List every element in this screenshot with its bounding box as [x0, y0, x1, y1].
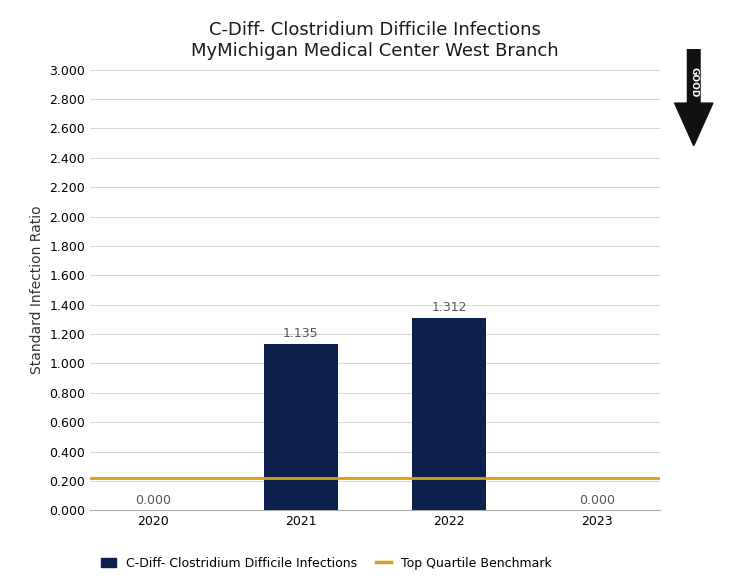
- Title: C-Diff- Clostridium Difficile Infections
MyMichigan Medical Center West Branch: C-Diff- Clostridium Difficile Infections…: [191, 21, 559, 60]
- Text: 0.000: 0.000: [135, 494, 171, 507]
- Y-axis label: Standard Infection Ratio: Standard Infection Ratio: [29, 206, 44, 374]
- FancyArrow shape: [675, 49, 712, 146]
- Bar: [264, 343, 338, 510]
- Text: 1.135: 1.135: [284, 327, 319, 340]
- Legend: C-Diff- Clostridium Difficile Infections, Top Quartile Benchmark: C-Diff- Clostridium Difficile Infections…: [96, 552, 556, 575]
- Text: 1.312: 1.312: [431, 301, 466, 314]
- Text: 0.000: 0.000: [579, 494, 615, 507]
- Bar: [412, 318, 486, 510]
- Text: GOOD: GOOD: [689, 67, 698, 97]
